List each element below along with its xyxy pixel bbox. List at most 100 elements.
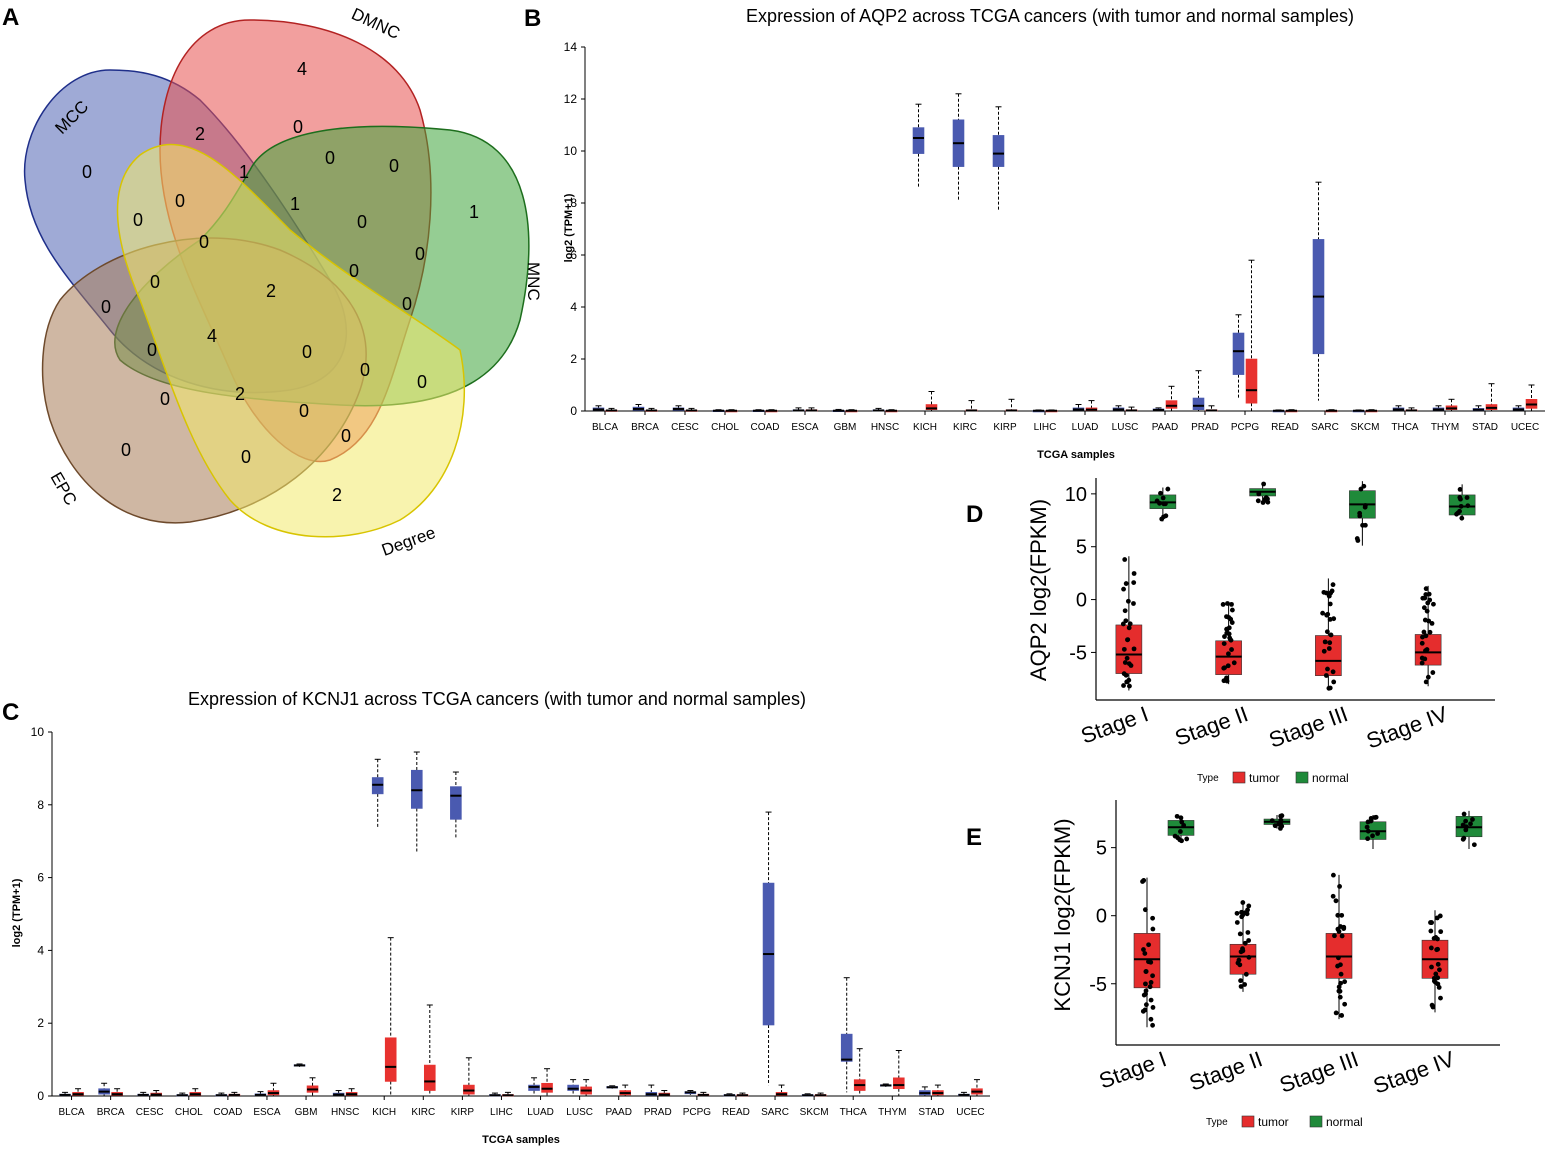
tumor-point bbox=[1326, 685, 1332, 691]
tumor-point bbox=[1330, 582, 1336, 588]
normal-point bbox=[1463, 827, 1469, 833]
tumor-point bbox=[1150, 926, 1156, 932]
y-tick-label: 6 bbox=[570, 248, 577, 262]
x-tick-label: BRCA bbox=[97, 1107, 125, 1118]
venn-label-epc: EPC bbox=[47, 469, 81, 509]
tumor-point bbox=[1333, 1010, 1339, 1016]
normal-point bbox=[1158, 490, 1163, 496]
chart-e-legend: Type tumor normal bbox=[1206, 1115, 1363, 1129]
tumor-point bbox=[1423, 648, 1428, 654]
y-tick-label: 14 bbox=[564, 40, 578, 54]
tumor-point bbox=[1421, 605, 1427, 611]
tumor-point bbox=[1419, 640, 1425, 646]
normal-point bbox=[1461, 835, 1467, 841]
tumor-box-pcpg bbox=[1245, 358, 1258, 404]
tumor-point bbox=[1229, 647, 1234, 652]
venn-count: 4 bbox=[297, 59, 307, 79]
y-tick-label: 2 bbox=[570, 352, 577, 366]
x-tick-label: KIRC bbox=[411, 1107, 435, 1118]
tumor-point bbox=[1339, 933, 1345, 939]
normal-point bbox=[1165, 486, 1171, 492]
chart-d-legend: Type tumor normal bbox=[1197, 771, 1349, 785]
tumor-point bbox=[1240, 900, 1246, 905]
tumor-point bbox=[1331, 872, 1336, 878]
venn-count: 0 bbox=[293, 117, 303, 137]
chart-c-plot-area: 0 2 4 6 8 10 BLCA BRCA CESC CHOL COAD ESCA GBM HNSC KI… bbox=[31, 725, 990, 1118]
chart-b-plot-area: 0 2 4 6 8 10 12 14 BLCA BRCA CESC CHOL COAD ESCA GBM HN… bbox=[564, 40, 1545, 433]
tumor-point bbox=[1342, 1001, 1348, 1007]
tumor-point bbox=[1325, 666, 1330, 672]
x-tick-label: KIRP bbox=[451, 1107, 475, 1118]
tumor-point bbox=[1429, 964, 1434, 970]
chart-c-ylabel: log2 (TPM+1) bbox=[11, 878, 23, 947]
tumor-point bbox=[1238, 978, 1243, 984]
x-tick-label: Stage III bbox=[1266, 701, 1352, 753]
x-tick-label: Stage I bbox=[1078, 701, 1152, 748]
x-tick-label: BRCA bbox=[631, 422, 659, 433]
tumor-point bbox=[1243, 971, 1249, 977]
tumor-point bbox=[1142, 951, 1148, 956]
tumor-point bbox=[1127, 621, 1133, 627]
x-tick-label: PRAD bbox=[644, 1107, 672, 1118]
tumor-point bbox=[1150, 973, 1155, 979]
tumor-point bbox=[1238, 984, 1244, 989]
normal-point bbox=[1355, 538, 1361, 543]
venn-label-degree: Degree bbox=[379, 523, 438, 560]
tumor-point bbox=[1150, 1022, 1155, 1028]
venn-count: 0 bbox=[417, 372, 427, 392]
panel-b-letter: B bbox=[524, 5, 541, 32]
chart-e-legend-title: Type bbox=[1206, 1117, 1228, 1128]
normal-point bbox=[1365, 819, 1371, 825]
chart-d-plot-area: -5 0 5 10 Stage I Stage II Stage III Stage IV bbox=[1065, 478, 1495, 754]
normal-box-thca bbox=[840, 1033, 853, 1062]
normal-point bbox=[1256, 491, 1262, 497]
tumor-point bbox=[1339, 912, 1345, 918]
tumor-point bbox=[1148, 1016, 1154, 1022]
tumor-point bbox=[1421, 629, 1427, 635]
tumor-point bbox=[1320, 610, 1326, 616]
tumor-point bbox=[1143, 1002, 1149, 1008]
venn-count: 2 bbox=[266, 281, 276, 301]
tumor-point bbox=[1330, 669, 1336, 675]
tumor-point bbox=[1429, 620, 1435, 626]
venn-count: 0 bbox=[360, 360, 370, 380]
tumor-point bbox=[1143, 981, 1148, 987]
tumor-point bbox=[1242, 940, 1248, 946]
x-tick-label: KICH bbox=[372, 1107, 396, 1118]
tumor-point bbox=[1122, 557, 1128, 562]
kcnj1-tcga-boxplot: Expression of KCNJ1 across TCGA cancers … bbox=[11, 689, 990, 1146]
normal-point bbox=[1160, 495, 1166, 501]
normal-point bbox=[1362, 522, 1368, 528]
normal-point bbox=[1362, 504, 1368, 510]
panel-a-letter: A bbox=[2, 4, 19, 31]
x-tick-label: PAAD bbox=[1152, 422, 1179, 433]
normal-point bbox=[1375, 831, 1381, 836]
y-tick-label: 2 bbox=[37, 1016, 44, 1030]
normal-point bbox=[1365, 836, 1371, 842]
x-tick-label: PCPG bbox=[683, 1107, 712, 1118]
y-tick-label: 12 bbox=[564, 92, 578, 106]
normal-point bbox=[1372, 815, 1378, 820]
venn-count: 0 bbox=[415, 244, 425, 264]
tumor-point bbox=[1246, 903, 1252, 909]
x-tick-label: ESCA bbox=[253, 1107, 281, 1118]
tumor-point bbox=[1126, 625, 1132, 631]
chart-b-ylabel: log2 (TPM+1) bbox=[563, 193, 575, 262]
tumor-point bbox=[1427, 597, 1433, 603]
tumor-point bbox=[1229, 620, 1235, 625]
tumor-point bbox=[1229, 607, 1235, 613]
tumor-point bbox=[1335, 926, 1341, 932]
normal-box-kirp bbox=[450, 786, 462, 820]
tumor-point bbox=[1330, 893, 1336, 899]
x-tick-label: PAAD bbox=[605, 1107, 632, 1118]
chart-d-legend-tumor: tumor bbox=[1249, 771, 1280, 785]
tumor-point bbox=[1342, 979, 1348, 985]
tumor-point bbox=[1323, 673, 1329, 678]
tumor-point bbox=[1238, 949, 1244, 955]
tumor-point bbox=[1338, 962, 1343, 968]
normal-point bbox=[1159, 516, 1165, 522]
chart-d-legend-normal-swatch bbox=[1295, 771, 1309, 784]
normal-point bbox=[1184, 836, 1190, 842]
y-tick-label: 8 bbox=[570, 196, 577, 210]
tumor-point bbox=[1240, 912, 1246, 918]
